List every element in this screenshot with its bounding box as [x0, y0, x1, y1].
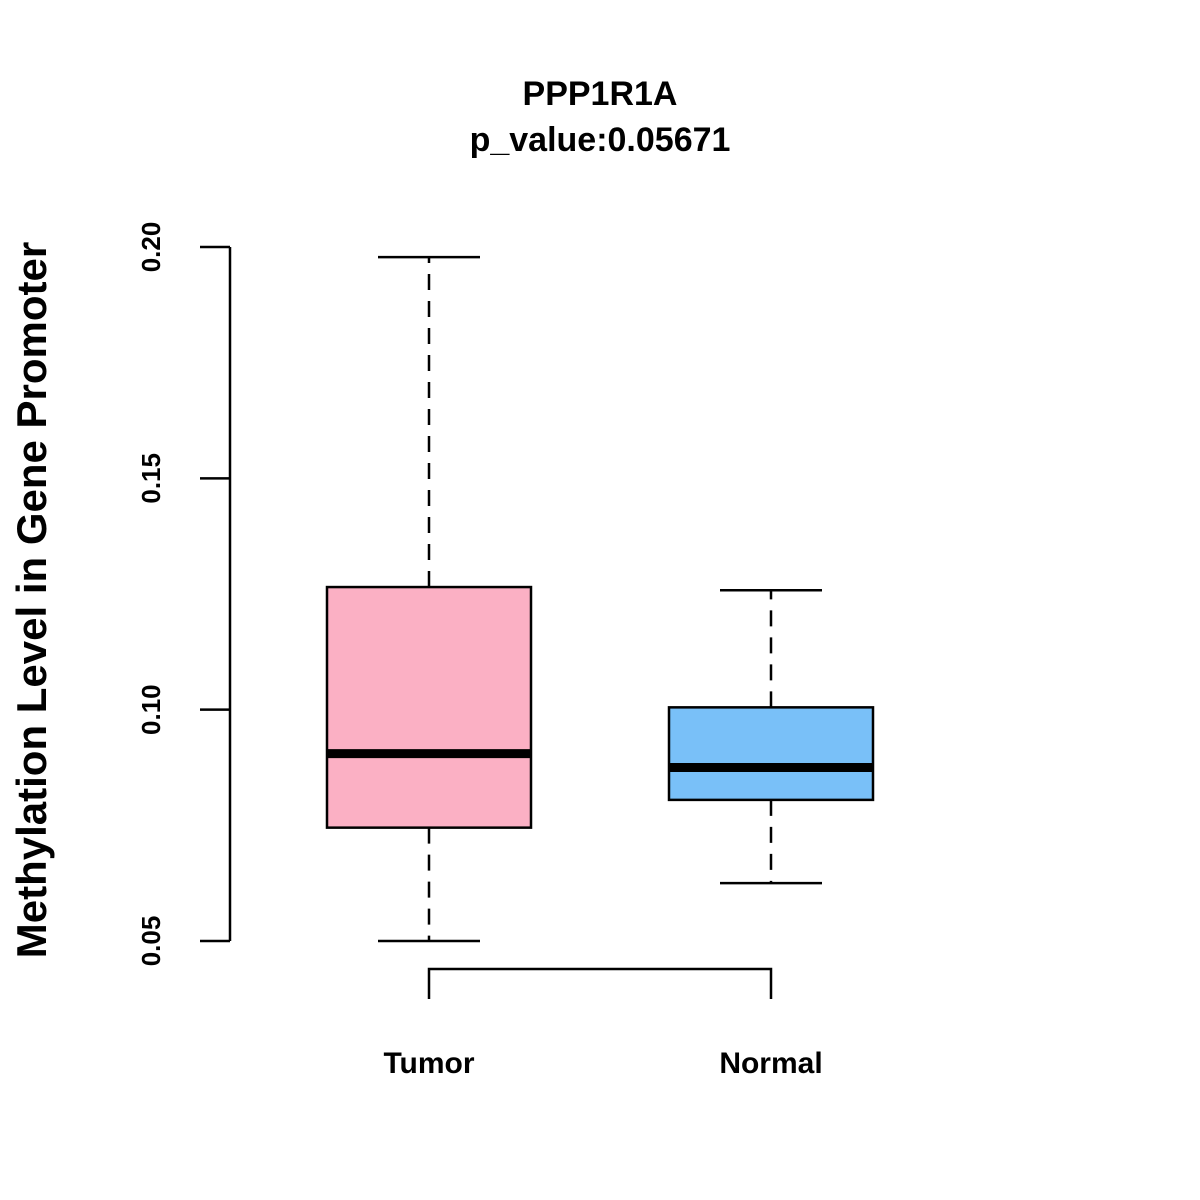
box-tumor	[325, 255, 533, 943]
y-tick-label: 0.15	[136, 453, 166, 504]
y-tick-label: 0.10	[136, 684, 166, 735]
boxes	[325, 255, 875, 943]
comparison-bracket	[427, 967, 773, 999]
chart-title: PPP1R1A	[523, 75, 678, 113]
x-category-labels: Tumor Normal	[383, 1047, 822, 1080]
box-normal	[667, 589, 875, 885]
bracket-line	[427, 967, 773, 999]
chart-subtitle: p_value:0.05671	[470, 121, 731, 159]
iqr-box	[325, 585, 533, 829]
iqr-box	[667, 706, 875, 802]
y-tick-label: 0.05	[136, 916, 166, 967]
x-category-label: Tumor	[383, 1047, 474, 1080]
x-category-label: Normal	[719, 1047, 822, 1080]
y-tick-label: 0.20	[136, 222, 166, 273]
y-axis-label: Methylation Level in Gene Promoter	[8, 242, 55, 958]
y-axis: 0.05 0.10 0.15 0.20	[136, 222, 232, 967]
